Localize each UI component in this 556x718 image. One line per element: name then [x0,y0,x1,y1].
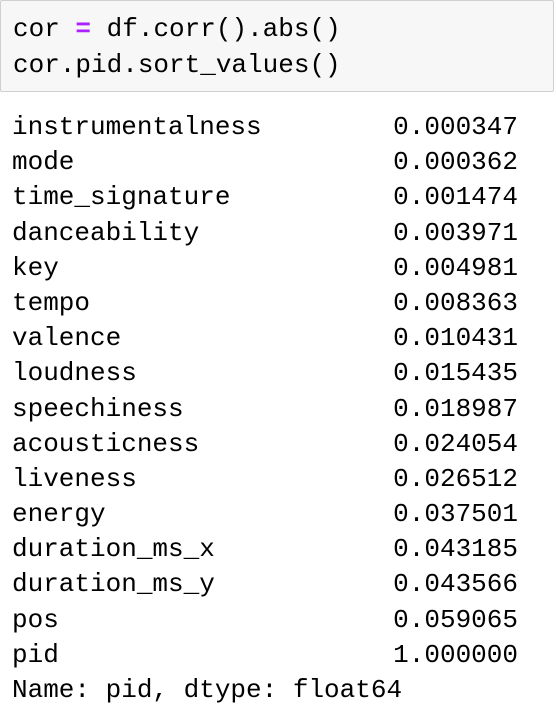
series-index-label: acousticness [12,428,200,459]
series-index-label: speechiness [12,393,184,424]
series-index-label: energy [12,499,106,530]
series-value: 0.004981 [393,252,518,283]
series-index-label: tempo [12,287,91,318]
series-value: 0.000362 [393,147,518,178]
series-value: 0.043185 [393,534,518,565]
series-row: time_signature 0.001474 [12,180,552,215]
series-value: 0.010431 [393,323,518,354]
series-row: speechiness 0.018987 [12,392,552,427]
series-footer: Name: pid, dtype: float64 [12,675,403,705]
series-index-label: liveness [12,463,137,494]
series-index-label: loudness [12,358,137,389]
series-index-label: pid [12,639,59,670]
series-value: 0.015435 [393,358,518,389]
series-value: 0.026512 [393,463,518,494]
series-index-label: key [12,252,59,283]
series-index-label: time_signature [12,182,231,213]
series-value: 0.001474 [393,182,518,213]
series-value: 0.000347 [393,112,518,142]
series-value: 0.024054 [393,428,518,459]
series-row: pid 1.000000 [12,638,552,673]
series-row: instrumentalness 0.000347 [12,110,552,145]
series-value: 0.018987 [393,393,518,424]
series-index-label: danceability [12,217,200,248]
assignment-operator: = [75,14,92,44]
series-row: duration_ms_x 0.043185 [12,532,552,567]
series-row: loudness 0.015435 [12,356,552,391]
series-value: 0.059065 [393,604,518,635]
series-row: duration_ms_y 0.043566 [12,567,552,602]
code-variable: cor [13,14,60,44]
series-row: mode 0.000362 [12,145,552,180]
series-value: 0.043566 [393,569,518,600]
series-index-label: instrumentalness [12,112,262,142]
series-index-label: duration_ms_x [12,534,215,565]
series-row: danceability 0.003971 [12,216,552,251]
series-value: 0.003971 [393,217,518,248]
series-value: 0.037501 [393,499,518,530]
cell-output: instrumentalness 0.000347 mode 0.000362 time… [12,110,552,708]
series-row: tempo 0.008363 [12,286,552,321]
series-rows: instrumentalness 0.000347 mode 0.000362 time… [12,110,552,673]
series-index-label: mode [12,147,75,178]
code-expression: df.corr().abs() [106,14,341,44]
code-line-1: cor = df.corr().abs() [13,11,553,47]
series-value: 1.000000 [393,639,518,670]
series-row: liveness 0.026512 [12,462,552,497]
series-index-label: pos [12,604,59,635]
code-input-cell[interactable]: cor = df.corr().abs() cor.pid.sort_value… [0,0,554,92]
series-row: valence 0.010431 [12,321,552,356]
series-row: energy 0.037501 [12,497,552,532]
series-row: acousticness 0.024054 [12,427,552,462]
series-index-label: valence [12,323,122,354]
series-index-label: duration_ms_y [12,569,215,600]
code-line-2: cor.pid.sort_values() [13,50,341,80]
series-row: key 0.004981 [12,251,552,286]
series-value: 0.008363 [393,287,518,318]
series-row: pos 0.059065 [12,603,552,638]
